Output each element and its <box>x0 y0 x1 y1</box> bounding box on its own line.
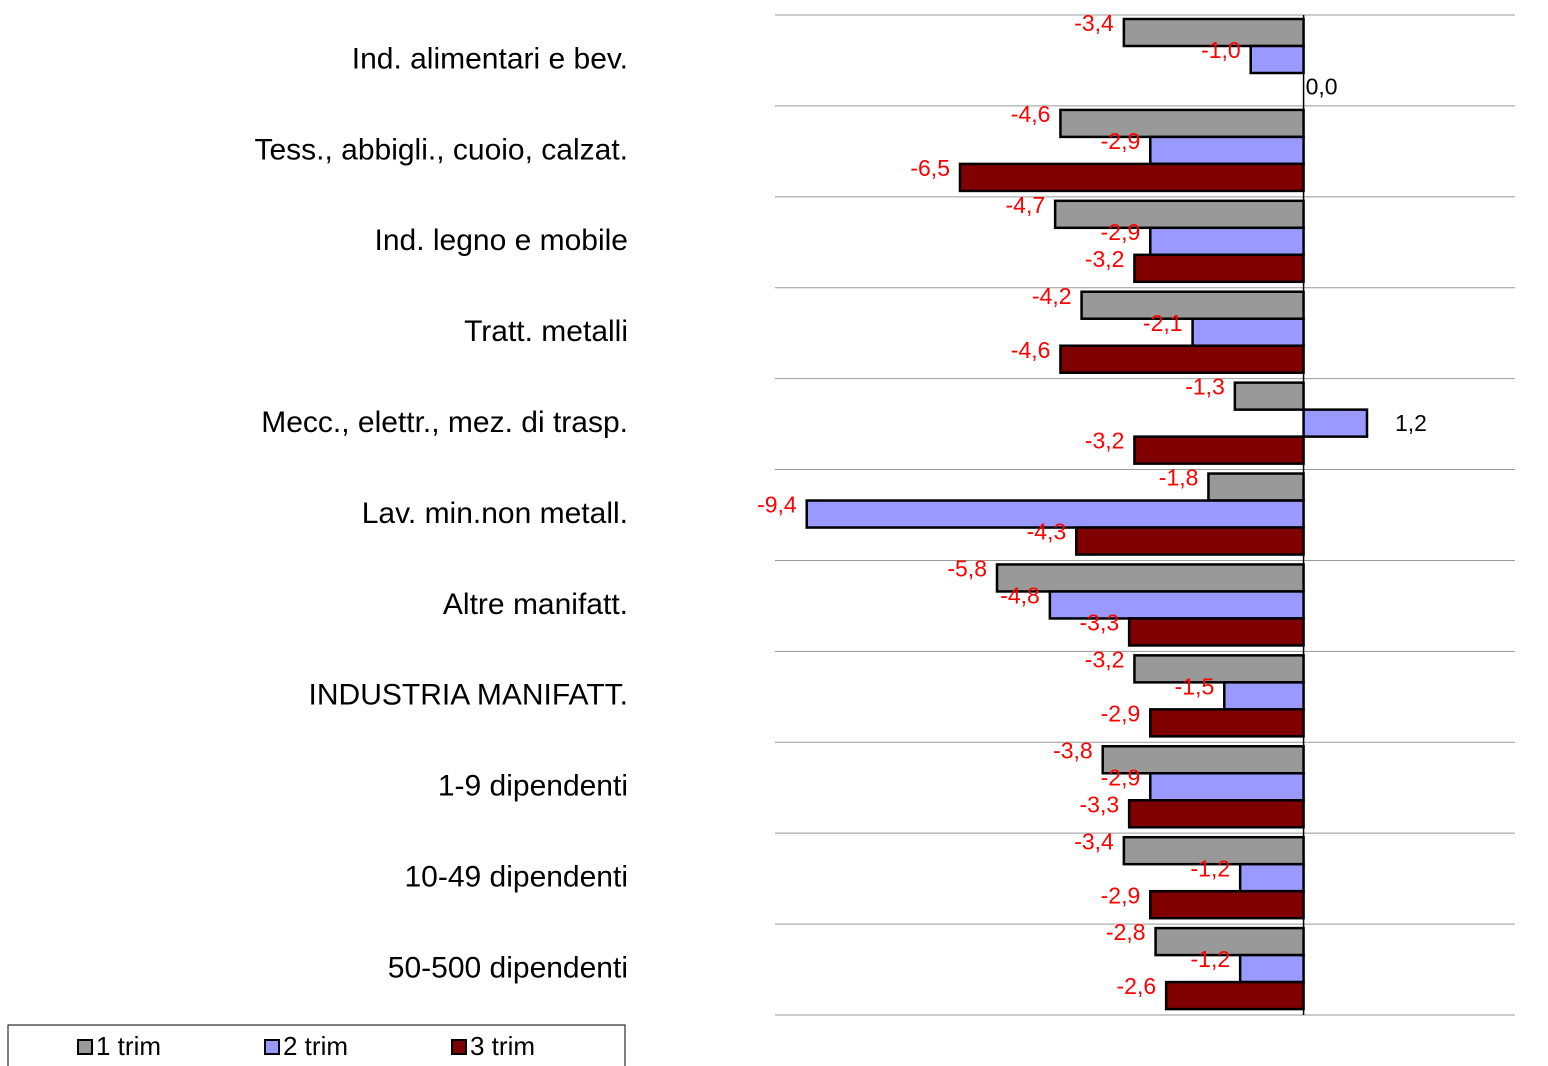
value-label: -3,3 <box>1080 610 1120 636</box>
bar <box>1207 472 1305 502</box>
value-label: -4,2 <box>1032 283 1072 309</box>
value-label: -2,9 <box>1101 219 1141 245</box>
value-label: -2,9 <box>1101 764 1141 790</box>
category-label: Lav. min.non metall. <box>362 497 628 530</box>
value-label: -3,3 <box>1080 791 1120 817</box>
legend-label: 3 trim <box>470 1031 535 1061</box>
bar <box>1149 135 1305 166</box>
bar <box>1149 226 1305 257</box>
bar <box>1149 889 1305 920</box>
bar <box>1053 199 1305 230</box>
value-label: -6,5 <box>910 155 950 181</box>
value-label: -2,9 <box>1101 882 1141 908</box>
value-label: -1,8 <box>1159 465 1199 491</box>
bar <box>1133 435 1305 465</box>
value-label: -3,2 <box>1085 428 1125 454</box>
value-label: -4,3 <box>1027 519 1067 545</box>
bar <box>1191 317 1305 347</box>
category-label: 50-500 dipendenti <box>388 951 628 984</box>
bar <box>1127 617 1305 647</box>
category-label: 1-9 dipendenti <box>438 770 628 803</box>
value-label: 1,2 <box>1395 410 1427 436</box>
bar <box>1302 408 1369 438</box>
value-label: -2,9 <box>1101 700 1141 726</box>
bar <box>1133 253 1305 284</box>
category-label: Tess., abbigli., cuoio, calzat. <box>254 133 628 166</box>
bar <box>1122 17 1305 48</box>
category-label: Ind. legno e mobile <box>374 224 628 257</box>
value-label: -4,8 <box>1000 583 1040 609</box>
bar <box>1149 772 1305 802</box>
bar <box>1075 526 1305 556</box>
value-label: -3,4 <box>1074 10 1114 36</box>
value-label: -1,0 <box>1201 37 1241 63</box>
value-label: -2,9 <box>1101 128 1141 154</box>
value-label: -1,3 <box>1185 374 1225 400</box>
legend-swatch <box>77 1039 93 1055</box>
bar <box>1059 108 1305 139</box>
bar <box>1080 290 1305 320</box>
bar <box>1101 745 1305 775</box>
bar <box>1249 44 1305 75</box>
legend-label: 1 trim <box>96 1031 161 1061</box>
value-label: -9,4 <box>757 492 797 518</box>
bar <box>1059 344 1305 374</box>
category-label: Tratt. metalli <box>464 315 628 348</box>
category-label: Ind. alimentari e bev. <box>352 42 628 75</box>
value-label: -4,6 <box>1011 101 1051 127</box>
value-label: -5,8 <box>947 556 987 582</box>
bar <box>1233 381 1305 411</box>
category-label: INDUSTRIA MANIFATT. <box>309 679 628 712</box>
value-label: -4,6 <box>1011 337 1051 363</box>
category-label: Mecc., elettr., mez. di trasp. <box>261 406 628 439</box>
category-label: Altre manifatt. <box>443 588 628 621</box>
bar <box>1122 835 1305 866</box>
bar <box>1149 708 1305 738</box>
legend-box <box>7 1024 626 1066</box>
category-label: 10-49 dipendenti <box>404 861 628 894</box>
bar <box>1223 681 1305 711</box>
value-label: -1,5 <box>1175 673 1215 699</box>
bar <box>1133 654 1305 684</box>
bar <box>995 563 1305 593</box>
value-label: -2,8 <box>1106 919 1146 945</box>
legend-swatch <box>264 1039 280 1055</box>
bar <box>958 162 1305 193</box>
legend-swatch <box>451 1039 467 1055</box>
value-label: -1,2 <box>1191 855 1231 881</box>
bar <box>805 499 1305 529</box>
value-label: -3,8 <box>1053 737 1093 763</box>
bar <box>1238 953 1305 984</box>
bar <box>1238 862 1305 893</box>
value-label: -3,4 <box>1074 828 1114 854</box>
bar <box>1164 980 1305 1011</box>
legend-label: 2 trim <box>283 1031 348 1061</box>
value-label: -2,6 <box>1117 973 1157 999</box>
value-label: -3,2 <box>1085 646 1125 672</box>
bar <box>1127 799 1305 829</box>
value-label: -4,7 <box>1006 192 1046 218</box>
value-label: -1,2 <box>1191 946 1231 972</box>
value-label: 0,0 <box>1306 74 1338 100</box>
value-label: -2,1 <box>1143 310 1183 336</box>
value-label: -3,2 <box>1085 246 1125 272</box>
